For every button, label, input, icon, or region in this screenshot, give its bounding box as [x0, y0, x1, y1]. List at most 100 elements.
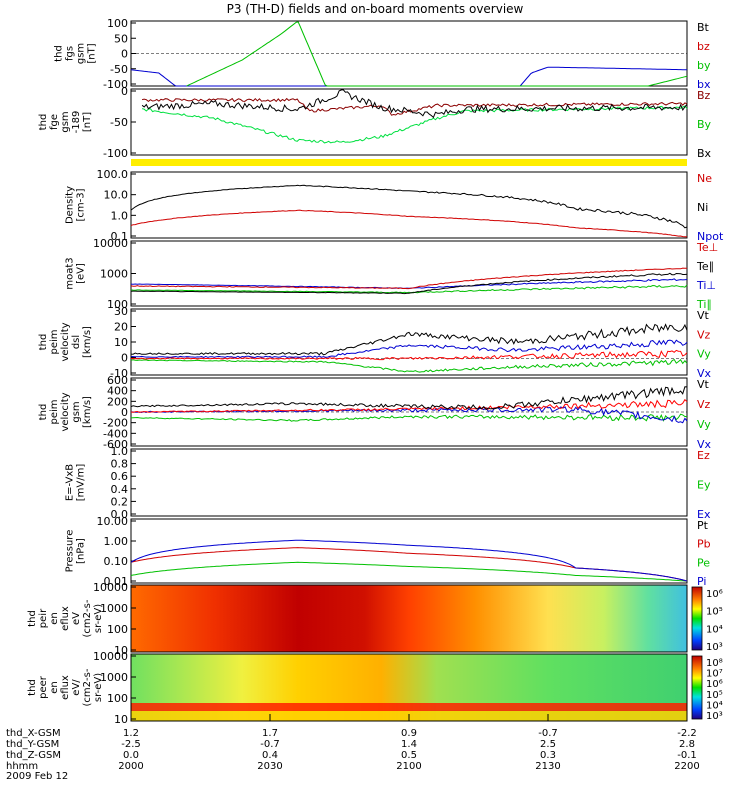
y-axis-label: velocity [60, 392, 71, 431]
y-axis-label: [nT] [82, 112, 93, 132]
series-line-vdsl-vz [130, 349, 688, 361]
legend-entry: Vx [697, 367, 712, 380]
y-axis-label: (cm2-s- [82, 668, 93, 706]
y-tick-label: 100 [107, 17, 128, 30]
y-tick-label: 400 [107, 385, 128, 398]
ephemeris-value: 0.0 [123, 750, 139, 761]
legend-entry: Vt [697, 378, 710, 391]
series-line-temp-te-perp [130, 267, 687, 290]
plot-date: 2009 Feb 12 [6, 771, 68, 782]
ephemeris-value: 2000 [118, 761, 143, 772]
series-line-fge-bx [141, 89, 688, 119]
ephemeris-value: 0.3 [540, 750, 556, 761]
legend-entry: Vt [697, 309, 710, 322]
y-tick-label: 100 [107, 623, 128, 636]
legend-entry: Vz [697, 398, 711, 411]
y-tick-label: 0.8 [111, 458, 129, 471]
legend-entry: Vy [697, 348, 711, 361]
y-axis-label: thd [27, 679, 38, 696]
y-tick-label: 50 [114, 32, 128, 45]
legend-entry: Ni [697, 201, 708, 214]
ephemeris-value: 2130 [535, 761, 560, 772]
y-axis-label: [eV] [76, 263, 87, 284]
ephemeris-value: 2.8 [679, 739, 695, 750]
y-tick-label: 20 [114, 321, 128, 334]
y-axis-label: en [49, 681, 60, 694]
colorbar-tick-label: 10⁸ [706, 658, 723, 669]
y-tick-label: 10000 [93, 237, 128, 250]
series-line-fgs-bx [130, 66, 688, 87]
panel-frame [130, 518, 688, 584]
chart-title: P3 (TH-D) fields and on-board moments ov… [227, 2, 524, 16]
spectrogram-band-low [131, 703, 687, 711]
legend-entry: bx [697, 78, 711, 91]
y-axis-label: Density [65, 186, 76, 224]
ephemeris-value: 2200 [674, 761, 699, 772]
y-axis-label: gsm [76, 43, 87, 64]
y-tick-label: 10 [114, 713, 128, 726]
y-tick-label: 30 [114, 305, 128, 318]
colorbar-tick-label: 10³ [706, 642, 723, 653]
series-line-vdsl-vt [130, 323, 688, 356]
y-tick-label: 0 [121, 48, 128, 61]
ephemeris-value: 2030 [257, 761, 282, 772]
legend-entry: Ne [697, 172, 712, 185]
legend-entry: Vy [697, 418, 711, 431]
y-tick-label: 1000 [100, 602, 128, 615]
ephemeris-value: -0.7 [538, 728, 558, 739]
y-axis-label: thd [38, 404, 49, 421]
y-axis-label: fgs [65, 46, 76, 61]
series-line-temp-te-par [130, 272, 688, 295]
legend-entry: Ey [697, 479, 711, 492]
colorbar-spec_ion [691, 586, 703, 651]
colorbar-tick-label: 10⁴ [706, 624, 723, 635]
y-tick-label: 100 [107, 692, 128, 705]
y-axis-label: en [49, 612, 60, 625]
y-axis-label: thd [38, 334, 49, 351]
y-axis-label: [cm-3] [76, 188, 87, 221]
y-axis-label: Pressure [65, 530, 76, 573]
legend-entry: Vx [697, 438, 712, 451]
y-tick-label: -400 [103, 427, 128, 440]
y-axis-label: eflux [60, 606, 71, 631]
colorbar-tick-label: 10⁵ [706, 690, 723, 701]
y-tick-label: 1000 [100, 671, 128, 684]
y-tick-label: 10.00 [97, 515, 129, 528]
series-line-vgsm-vy [130, 413, 687, 422]
panel-frame [130, 88, 688, 156]
y-axis-label: thd [27, 610, 38, 627]
y-axis-label: peir [38, 608, 49, 628]
colorbar-tick-label: 10⁷ [706, 669, 723, 680]
y-tick-label: 1000 [100, 268, 128, 281]
y-tick-label: 600 [107, 374, 128, 387]
y-tick-label: 0.4 [111, 483, 129, 496]
ephemeris-value: 0.4 [262, 750, 278, 761]
y-axis-label: (cm2-s- [82, 599, 93, 637]
y-tick-label: 1.0 [111, 445, 129, 458]
panel-vel_dsl [130, 308, 688, 376]
y-tick-label: 10000 [93, 581, 128, 594]
colorbar-tick-label: 10⁶ [706, 679, 723, 690]
y-tick-label: 10 [114, 644, 128, 657]
legend-entry: bz [697, 40, 710, 53]
series-line-density-ne [130, 209, 688, 238]
legend-entry: Vz [697, 328, 711, 341]
y-axis-label: velocity [60, 322, 71, 361]
y-axis-label: sr-eV) [93, 604, 104, 633]
mode-indicator-bar [131, 159, 687, 166]
y-tick-label: 0.1 [111, 230, 129, 243]
ephemeris-value: -2.2 [677, 728, 697, 739]
y-axis-label: peim [49, 329, 60, 354]
y-axis-label: eV/ [71, 679, 82, 696]
y-axis-label: thd [54, 45, 65, 62]
panel-temperature [130, 240, 688, 307]
ephemeris-value: -0.7 [260, 739, 280, 750]
y-tick-label: 10 [114, 336, 128, 349]
legend-entry: Ez [697, 449, 710, 462]
panel-frame [130, 240, 688, 307]
ephemeris-value: 0.5 [401, 750, 417, 761]
legend-entry: Te∥ [696, 260, 714, 273]
y-tick-label: 0 [121, 352, 128, 365]
series-line-density-ni [130, 184, 688, 229]
